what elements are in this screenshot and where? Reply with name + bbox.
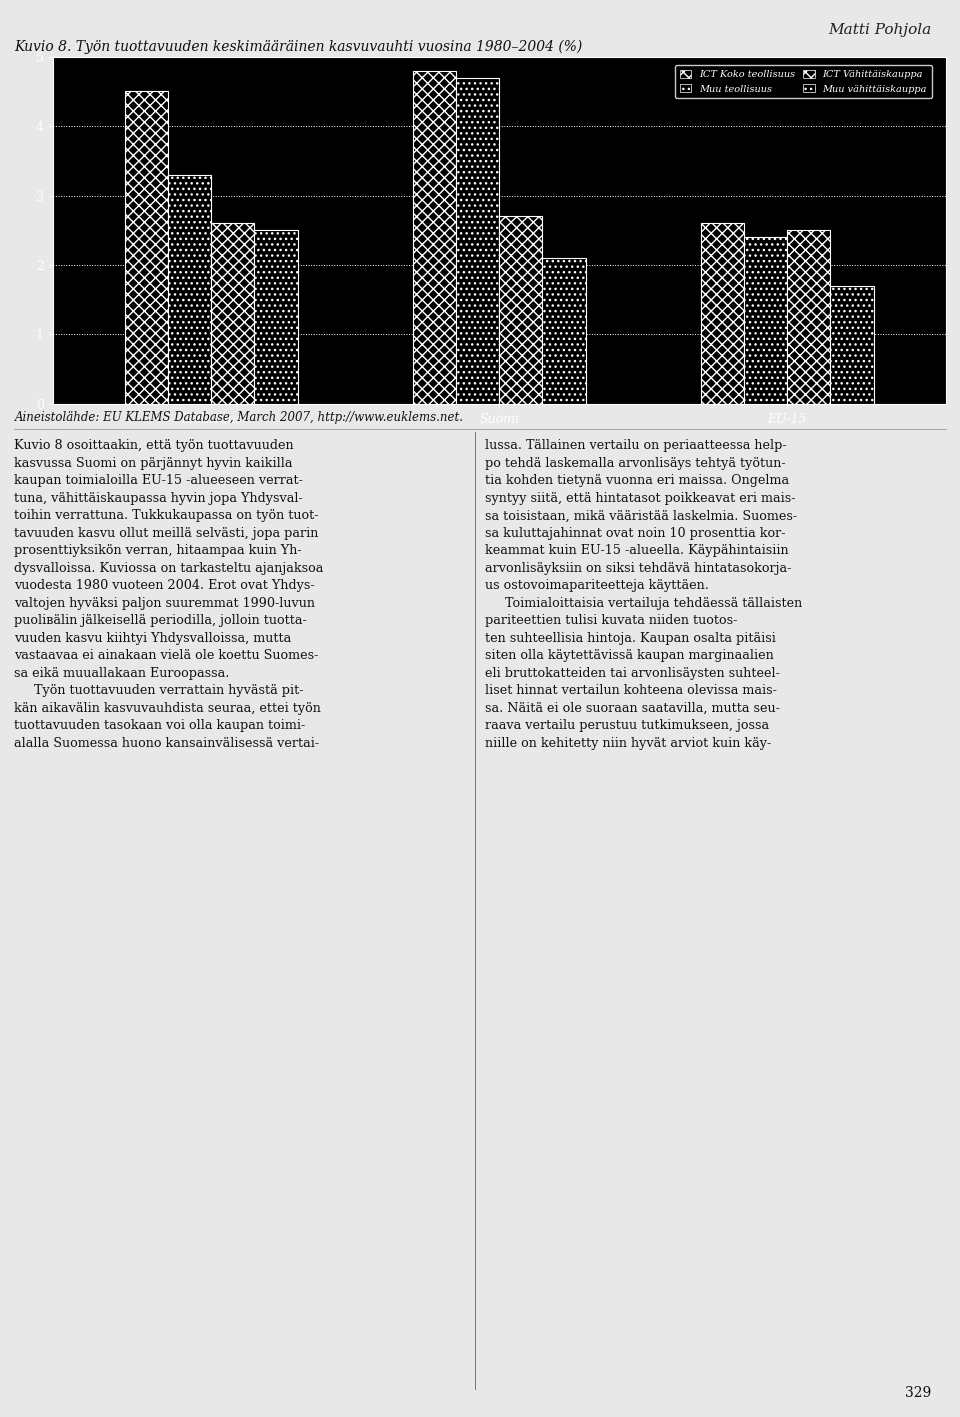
Legend: ICT Koko teollisuus, Muu teollisuus, ICT Vähittäiskauppa, Muu vähittäiskauppa: ICT Koko teollisuus, Muu teollisuus, ICT… <box>675 65 932 98</box>
Text: Matti Pohjola: Matti Pohjola <box>828 23 931 37</box>
Text: lussa. Tällainen vertailu on periaatteessa help-
po tehdä laskemalla arvonlisäys: lussa. Tällainen vertailu on periaattees… <box>485 439 802 750</box>
Text: 329: 329 <box>905 1386 931 1400</box>
Text: Kuvio 8. Työn tuottavuuden keskimääräinen kasvuvauhti vuosina 1980–2004 (%): Kuvio 8. Työn tuottavuuden keskimääräine… <box>14 40 583 54</box>
Bar <box>499 217 542 404</box>
Bar <box>211 224 254 404</box>
Bar <box>125 91 168 404</box>
Bar <box>168 174 211 404</box>
Bar <box>413 71 456 404</box>
Bar <box>744 237 787 404</box>
Bar <box>456 78 499 404</box>
Text: Aineistolähde: EU KLEMS Database, March 2007, http://www.euklems.net.: Aineistolähde: EU KLEMS Database, March … <box>14 411 464 424</box>
Bar <box>830 286 874 404</box>
Text: Kuvio 8 osoittaakin, että työn tuottavuuden
kasvussa Suomi on pärjännyt hyvin ka: Kuvio 8 osoittaakin, että työn tuottavuu… <box>14 439 324 750</box>
Bar <box>542 258 586 404</box>
Bar <box>787 230 830 404</box>
Bar <box>254 230 298 404</box>
Bar <box>701 224 744 404</box>
